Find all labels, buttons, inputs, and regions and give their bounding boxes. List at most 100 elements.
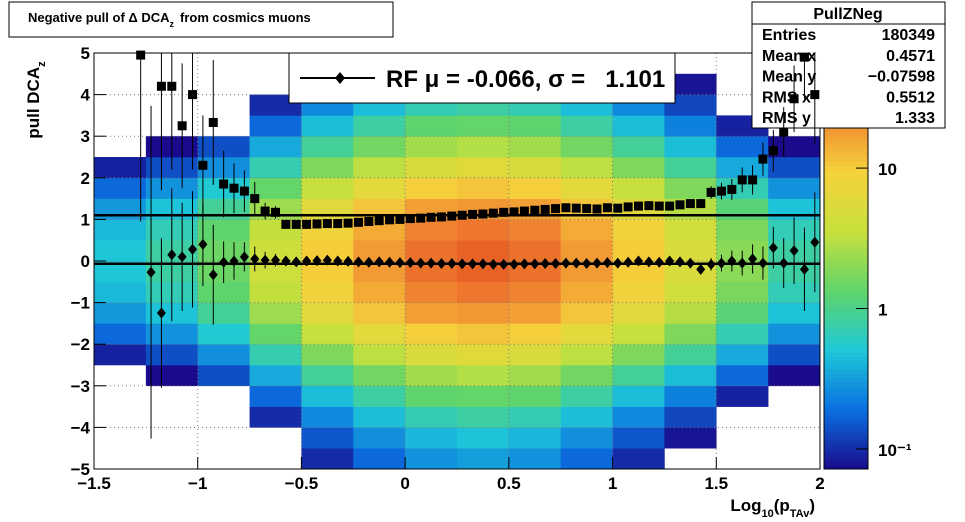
square-marker bbox=[374, 216, 384, 226]
color-bar-step bbox=[824, 161, 868, 166]
heatmap-cell bbox=[457, 281, 510, 303]
heatmap-cell bbox=[301, 323, 354, 345]
square-marker bbox=[665, 201, 675, 211]
diamond-marker bbox=[219, 256, 229, 268]
square-marker bbox=[177, 121, 187, 131]
diamond-marker bbox=[488, 258, 498, 270]
heatmap-cell bbox=[353, 406, 406, 428]
square-marker bbox=[291, 219, 301, 229]
color-bar-step bbox=[824, 236, 868, 241]
square-marker bbox=[613, 203, 623, 213]
diamond-marker bbox=[395, 257, 405, 269]
color-bar-step bbox=[824, 240, 868, 245]
heatmap-cell bbox=[197, 344, 250, 366]
x-tick-label: 0.5 bbox=[497, 474, 521, 493]
diamond-marker bbox=[810, 236, 820, 248]
square-marker bbox=[644, 201, 654, 211]
x-tick-label: −1 bbox=[188, 474, 207, 493]
color-bar-step bbox=[824, 219, 868, 225]
color-bar-step bbox=[824, 140, 868, 146]
heatmap-cell bbox=[94, 302, 147, 324]
diamond-marker bbox=[156, 307, 166, 319]
stats-value: 180349 bbox=[882, 27, 935, 44]
square-marker bbox=[768, 146, 778, 156]
heatmap-cell bbox=[560, 302, 613, 324]
square-marker bbox=[281, 219, 291, 229]
diamond-marker bbox=[364, 256, 374, 268]
color-bar-step bbox=[824, 273, 868, 279]
heatmap-cell bbox=[94, 344, 147, 366]
diamond-marker bbox=[634, 255, 643, 267]
color-bar-step bbox=[824, 435, 868, 441]
y-tick-label: 1 bbox=[81, 210, 90, 229]
square-marker bbox=[457, 210, 467, 220]
color-bar-step bbox=[824, 252, 868, 258]
square-marker bbox=[426, 212, 436, 222]
heatmap-cell bbox=[301, 281, 354, 303]
square-marker bbox=[364, 216, 374, 226]
square-marker bbox=[322, 219, 332, 229]
diamond-marker bbox=[768, 242, 778, 254]
heatmap-cell bbox=[612, 323, 665, 345]
heatmap-cell bbox=[301, 115, 354, 137]
z-tick-label: 10 bbox=[878, 160, 897, 179]
color-bar-step bbox=[824, 348, 868, 354]
square-marker bbox=[810, 90, 820, 100]
heatmap-cell bbox=[249, 240, 302, 262]
color-bar-step bbox=[824, 132, 868, 137]
color-bar-step bbox=[824, 444, 868, 449]
heatmap-cell bbox=[560, 281, 613, 303]
y-tick-label: −4 bbox=[71, 418, 91, 437]
heatmap-cell bbox=[560, 344, 613, 366]
y-tick-label: −3 bbox=[71, 377, 90, 396]
color-bar-step bbox=[824, 423, 868, 428]
heatmap-cell bbox=[94, 240, 147, 262]
color-bar-step bbox=[824, 394, 868, 399]
color-bar-step bbox=[824, 431, 868, 437]
x-tick-label: 1.5 bbox=[704, 474, 728, 493]
square-marker bbox=[343, 218, 353, 228]
heatmap-cell bbox=[457, 240, 510, 262]
square-marker bbox=[706, 187, 716, 197]
diamond-marker bbox=[146, 266, 156, 278]
heatmap-cell bbox=[301, 261, 354, 283]
color-bar-step bbox=[824, 410, 868, 416]
diamond-marker bbox=[685, 257, 695, 269]
square-marker bbox=[198, 160, 208, 170]
color-bar-step bbox=[824, 335, 868, 341]
heatmap-cell bbox=[249, 365, 302, 387]
title-text: Negative pull of Δ DCA bbox=[28, 10, 170, 25]
heatmap-cell bbox=[612, 240, 665, 262]
heatmap-cell bbox=[94, 198, 147, 220]
heatmap-cell bbox=[716, 136, 769, 158]
square-marker bbox=[696, 199, 706, 209]
color-bar-step bbox=[824, 177, 868, 183]
diamond-marker bbox=[737, 257, 747, 269]
square-marker bbox=[758, 154, 768, 164]
heatmap-cell bbox=[457, 448, 510, 470]
color-bar-step bbox=[824, 306, 868, 312]
diamond-marker bbox=[405, 257, 415, 269]
diamond-marker bbox=[530, 258, 540, 270]
heatmap-cell bbox=[405, 385, 458, 407]
color-bar-step bbox=[824, 223, 868, 229]
square-marker bbox=[654, 201, 664, 211]
diamond-marker bbox=[582, 257, 592, 269]
y-tick-label: 5 bbox=[81, 44, 90, 63]
heatmap-cell bbox=[508, 385, 562, 407]
heatmap-cell bbox=[457, 219, 510, 241]
square-marker bbox=[405, 214, 415, 224]
diamond-marker bbox=[602, 257, 612, 269]
legend-marker bbox=[335, 72, 345, 84]
diamond-marker bbox=[447, 257, 457, 269]
diamond-marker bbox=[188, 243, 198, 255]
color-bar-step bbox=[824, 198, 868, 204]
diamond-marker bbox=[239, 251, 249, 263]
color-bar-step bbox=[824, 402, 868, 408]
x-tick-label: 0 bbox=[400, 474, 409, 493]
color-bar-step bbox=[824, 406, 868, 412]
heatmap-cell bbox=[716, 323, 769, 345]
diamond-marker bbox=[696, 263, 706, 275]
color-bar-step bbox=[824, 414, 868, 420]
heatmap-cell bbox=[457, 177, 510, 199]
